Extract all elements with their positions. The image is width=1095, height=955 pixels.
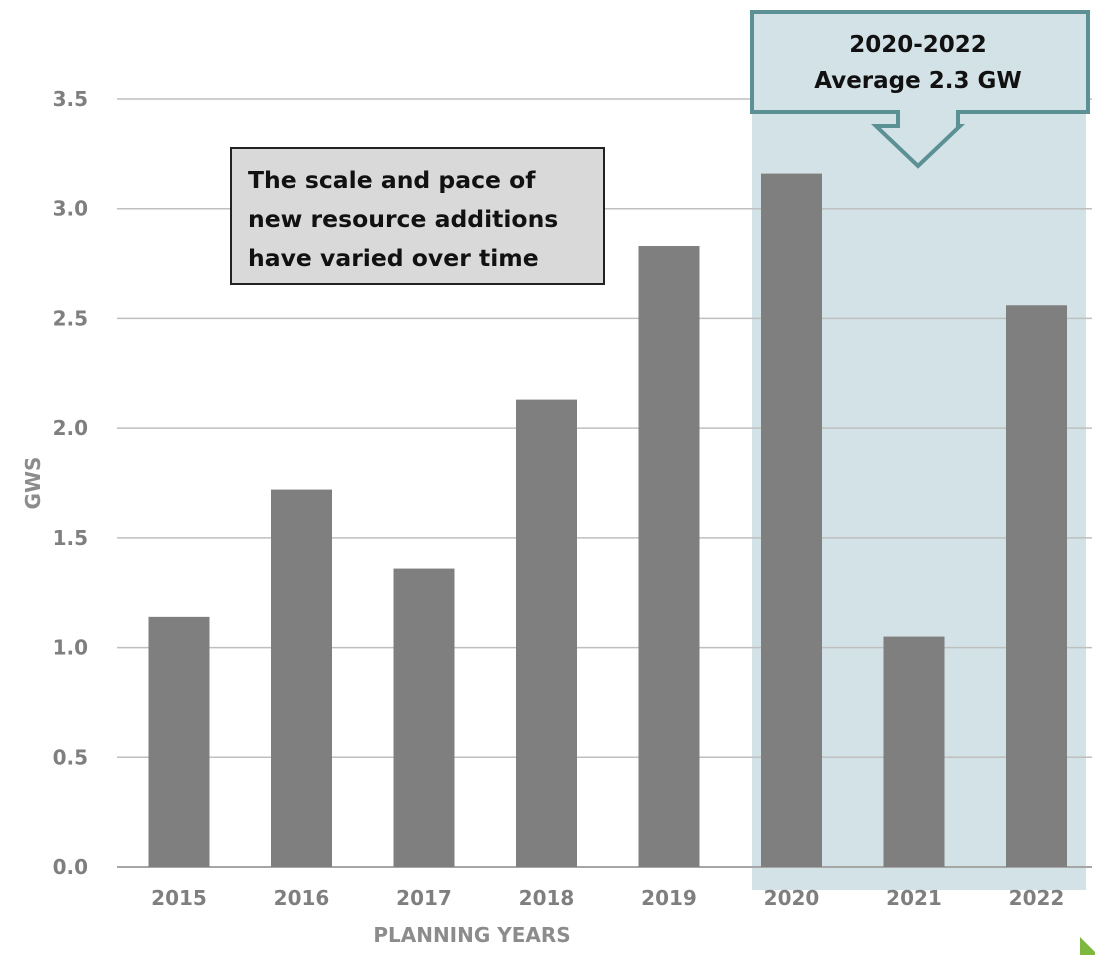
- y-axis-title: GWS: [21, 457, 45, 510]
- x-tick-label: 2020: [764, 886, 820, 910]
- bar-2016: [271, 489, 332, 867]
- x-tick-label: 2017: [396, 886, 452, 910]
- annotation-note: The scale and pace of new resource addit…: [230, 147, 605, 285]
- y-tick-label: 2.0: [53, 416, 88, 440]
- bar-2018: [516, 399, 577, 867]
- callout-line-1: 2020-2022: [849, 32, 987, 58]
- note-line-1: The scale and pace of: [248, 166, 536, 194]
- bar-2020: [761, 173, 822, 867]
- y-tick-label: 1.0: [53, 636, 88, 660]
- y-tick-label: 1.5: [53, 526, 88, 550]
- callout-shape: [750, 10, 1090, 169]
- y-tick-label: 0.5: [53, 745, 88, 769]
- x-tick-label: 2022: [1009, 886, 1065, 910]
- y-tick-label: 2.5: [53, 306, 88, 330]
- x-tick-label: 2021: [886, 886, 942, 910]
- x-tick-label: 2019: [641, 886, 697, 910]
- callout-line-2: Average 2.3 GW: [814, 68, 1022, 94]
- x-tick-label: 2018: [519, 886, 575, 910]
- bar-2017: [393, 568, 455, 867]
- corner-marker-icon: [1080, 937, 1095, 955]
- x-tick-label: 2016: [274, 886, 330, 910]
- note-box: [230, 147, 605, 285]
- bar-2021: [883, 636, 945, 867]
- y-tick-label: 0.0: [53, 855, 88, 879]
- note-line-3: have varied over time: [248, 244, 539, 272]
- y-tick-label: 3.5: [53, 87, 88, 111]
- bar-2015: [148, 616, 210, 867]
- bar-2022: [1006, 305, 1067, 868]
- note-line-2: new resource additions: [248, 205, 558, 233]
- average-callout: 2020-2022 Average 2.3 GW: [750, 10, 1090, 169]
- y-tick-label: 3.0: [53, 197, 88, 221]
- x-tick-label: 2015: [151, 886, 207, 910]
- x-axis-title: PLANNING YEARS: [373, 923, 570, 947]
- bar-2019: [638, 246, 700, 867]
